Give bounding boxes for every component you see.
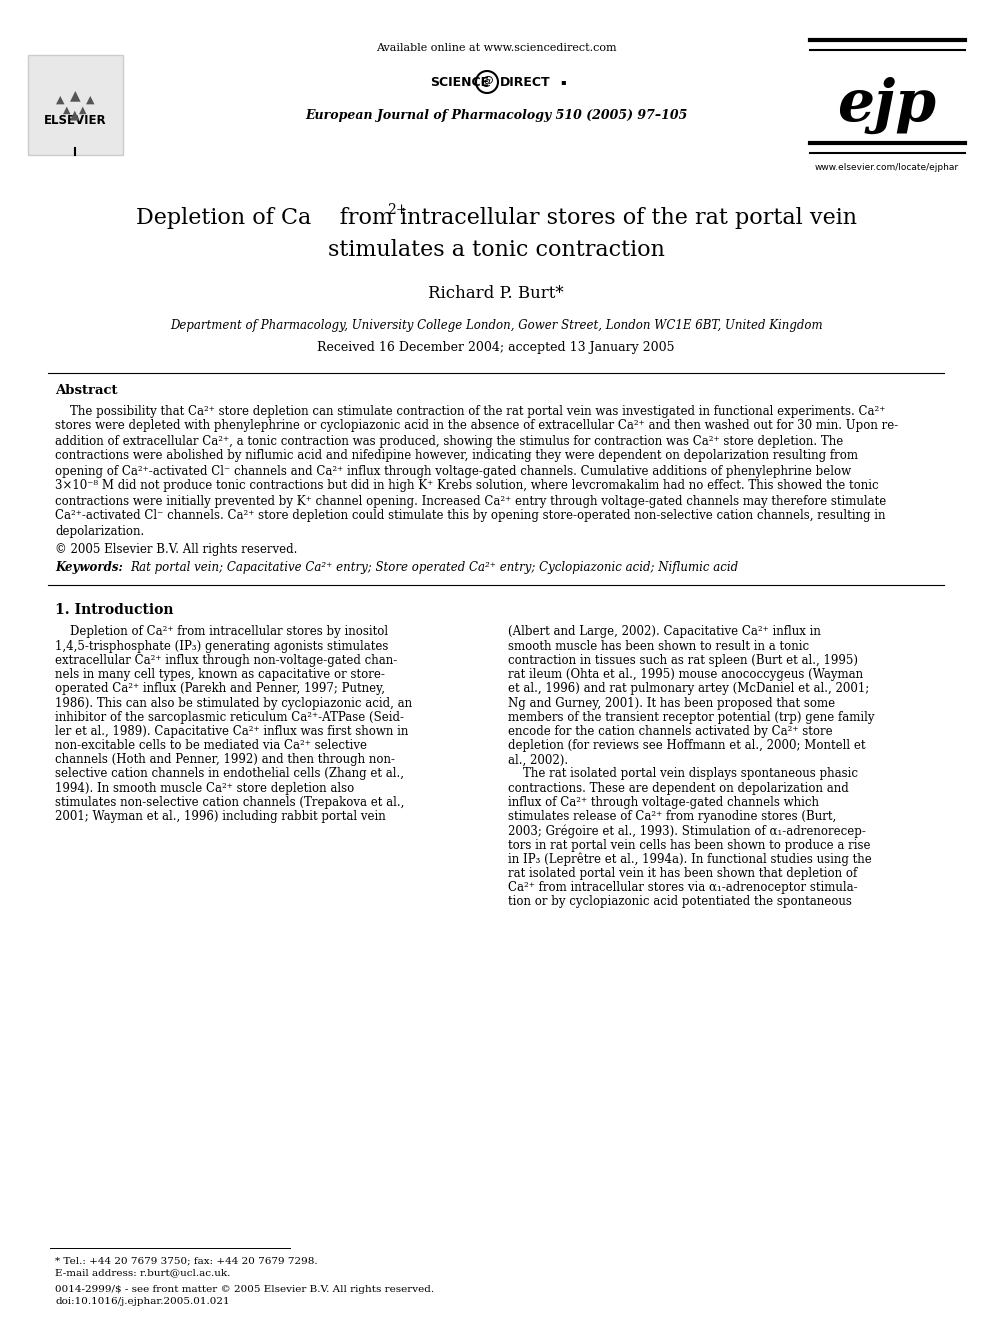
Text: smooth muscle has been shown to result in a tonic: smooth muscle has been shown to result i… — [508, 640, 809, 652]
Text: 2003; Grégoire et al., 1993). Stimulation of α₁-adrenorecep-: 2003; Grégoire et al., 1993). Stimulatio… — [508, 824, 866, 837]
Text: Received 16 December 2004; accepted 13 January 2005: Received 16 December 2004; accepted 13 J… — [317, 341, 675, 355]
Text: 1986). This can also be stimulated by cyclopiazonic acid, an: 1986). This can also be stimulated by cy… — [55, 696, 412, 709]
Text: Depletion of Ca    from intracellular stores of the rat portal vein: Depletion of Ca from intracellular store… — [136, 206, 856, 229]
Text: Ca²⁺ from intracellular stores via α₁-adrenoceptor stimula-: Ca²⁺ from intracellular stores via α₁-ad… — [508, 881, 858, 894]
Text: Available online at www.sciencedirect.com: Available online at www.sciencedirect.co… — [376, 44, 616, 53]
Text: ELSEVIER: ELSEVIER — [44, 114, 106, 127]
Text: al., 2002).: al., 2002). — [508, 753, 568, 766]
Text: Abstract: Abstract — [55, 385, 117, 397]
Text: 2001; Wayman et al., 1996) including rabbit portal vein: 2001; Wayman et al., 1996) including rab… — [55, 810, 386, 823]
Text: ▲: ▲ — [70, 108, 79, 122]
Text: inhibitor of the sarcoplasmic reticulum Ca²⁺-ATPase (Seid-: inhibitor of the sarcoplasmic reticulum … — [55, 710, 404, 724]
Text: rat ileum (Ohta et al., 1995) mouse anococcygeus (Wayman: rat ileum (Ohta et al., 1995) mouse anoc… — [508, 668, 863, 681]
Text: Rat portal vein; Capacitative Ca²⁺ entry; Store operated Ca²⁺ entry; Cyclopiazon: Rat portal vein; Capacitative Ca²⁺ entry… — [130, 561, 738, 573]
Text: ▲: ▲ — [85, 95, 94, 105]
Text: 1. Introduction: 1. Introduction — [55, 603, 174, 617]
Text: contraction in tissues such as rat spleen (Burt et al., 1995): contraction in tissues such as rat splee… — [508, 654, 858, 667]
Text: 1,4,5-trisphosphate (IP₃) generating agonists stimulates: 1,4,5-trisphosphate (IP₃) generating ago… — [55, 640, 389, 652]
Text: rat isolated portal vein it has been shown that depletion of: rat isolated portal vein it has been sho… — [508, 867, 857, 880]
Text: Ng and Gurney, 2001). It has been proposed that some: Ng and Gurney, 2001). It has been propos… — [508, 696, 835, 709]
Text: depletion (for reviews see Hoffmann et al., 2000; Montell et: depletion (for reviews see Hoffmann et a… — [508, 740, 865, 751]
Text: opening of Ca²⁺-activated Cl⁻ channels and Ca²⁺ influx through voltage-gated cha: opening of Ca²⁺-activated Cl⁻ channels a… — [55, 464, 851, 478]
Text: 1994). In smooth muscle Ca²⁺ store depletion also: 1994). In smooth muscle Ca²⁺ store deple… — [55, 782, 354, 795]
Text: stimulates a tonic contraction: stimulates a tonic contraction — [327, 239, 665, 261]
Text: influx of Ca²⁺ through voltage-gated channels which: influx of Ca²⁺ through voltage-gated cha… — [508, 796, 819, 808]
Text: @: @ — [481, 75, 493, 89]
Bar — [28, 56, 123, 155]
Text: European Journal of Pharmacology 510 (2005) 97–105: European Journal of Pharmacology 510 (20… — [305, 108, 687, 122]
Text: contractions. These are dependent on depolarization and: contractions. These are dependent on dep… — [508, 782, 849, 795]
Text: Depletion of Ca²⁺ from intracellular stores by inositol: Depletion of Ca²⁺ from intracellular sto… — [55, 626, 388, 639]
Text: contractions were initially prevented by K⁺ channel opening. Increased Ca²⁺ entr: contractions were initially prevented by… — [55, 495, 886, 508]
Text: et al., 1996) and rat pulmonary artey (McDaniel et al., 2001;: et al., 1996) and rat pulmonary artey (M… — [508, 683, 869, 696]
Text: ▲: ▲ — [79, 105, 86, 115]
Text: 2+: 2+ — [387, 202, 408, 217]
Text: tion or by cyclopiazonic acid potentiated the spontaneous: tion or by cyclopiazonic acid potentiate… — [508, 896, 852, 909]
Text: ejp: ejp — [837, 77, 936, 134]
Text: doi:10.1016/j.ejphar.2005.01.021: doi:10.1016/j.ejphar.2005.01.021 — [55, 1298, 229, 1307]
Text: www.elsevier.com/locate/ejphar: www.elsevier.com/locate/ejphar — [815, 163, 959, 172]
Text: stores were depleted with phenylephrine or cyclopiazonic acid in the absence of : stores were depleted with phenylephrine … — [55, 419, 898, 433]
Text: non-excitable cells to be mediated via Ca²⁺ selective: non-excitable cells to be mediated via C… — [55, 740, 367, 751]
Text: The possibility that Ca²⁺ store depletion can stimulate contraction of the rat p: The possibility that Ca²⁺ store depletio… — [55, 405, 886, 418]
Text: ler et al., 1989). Capacitative Ca²⁺ influx was first shown in: ler et al., 1989). Capacitative Ca²⁺ inf… — [55, 725, 409, 738]
Text: Department of Pharmacology, University College London, Gower Street, London WC1E: Department of Pharmacology, University C… — [170, 319, 822, 332]
Text: stimulates release of Ca²⁺ from ryanodine stores (Burt,: stimulates release of Ca²⁺ from ryanodin… — [508, 810, 836, 823]
Text: depolarization.: depolarization. — [55, 524, 144, 537]
Text: (Albert and Large, 2002). Capacitative Ca²⁺ influx in: (Albert and Large, 2002). Capacitative C… — [508, 626, 820, 639]
Text: encode for the cation channels activated by Ca²⁺ store: encode for the cation channels activated… — [508, 725, 832, 738]
Text: addition of extracellular Ca²⁺, a tonic contraction was produced, showing the st: addition of extracellular Ca²⁺, a tonic … — [55, 434, 843, 447]
Text: contractions were abolished by niflumic acid and nifedipine however, indicating : contractions were abolished by niflumic … — [55, 450, 858, 463]
Text: in IP₃ (Leprêtre et al., 1994a). In functional studies using the: in IP₃ (Leprêtre et al., 1994a). In func… — [508, 852, 872, 867]
Text: members of the transient receptor potential (trp) gene family: members of the transient receptor potent… — [508, 710, 875, 724]
Text: 0014-2999/$ - see front matter © 2005 Elsevier B.V. All rights reserved.: 0014-2999/$ - see front matter © 2005 El… — [55, 1286, 434, 1294]
Text: stimulates non-selective cation channels (Trepakova et al.,: stimulates non-selective cation channels… — [55, 796, 405, 808]
Text: tors in rat portal vein cells has been shown to produce a rise: tors in rat portal vein cells has been s… — [508, 839, 871, 852]
Text: operated Ca²⁺ influx (Parekh and Penner, 1997; Putney,: operated Ca²⁺ influx (Parekh and Penner,… — [55, 683, 385, 696]
Text: Keywords:: Keywords: — [55, 561, 127, 573]
Text: 3×10⁻⁸ M did not produce tonic contractions but did in high K⁺ Krebs solution, w: 3×10⁻⁸ M did not produce tonic contracti… — [55, 479, 879, 492]
Text: ▲: ▲ — [69, 89, 80, 102]
Text: ▲: ▲ — [56, 95, 64, 105]
Text: © 2005 Elsevier B.V. All rights reserved.: © 2005 Elsevier B.V. All rights reserved… — [55, 542, 298, 556]
Text: E-mail address: r.burt@ucl.ac.uk.: E-mail address: r.burt@ucl.ac.uk. — [55, 1269, 230, 1278]
Text: extracellular Ca²⁺ influx through non-voltage-gated chan-: extracellular Ca²⁺ influx through non-vo… — [55, 654, 397, 667]
Text: Ca²⁺-activated Cl⁻ channels. Ca²⁺ store depletion could stimulate this by openin: Ca²⁺-activated Cl⁻ channels. Ca²⁺ store … — [55, 509, 886, 523]
Text: SCIENCE: SCIENCE — [430, 75, 489, 89]
Text: ▪: ▪ — [560, 78, 565, 86]
Text: nels in many cell types, known as capacitative or store-: nels in many cell types, known as capaci… — [55, 668, 385, 681]
Text: channels (Hoth and Penner, 1992) and then through non-: channels (Hoth and Penner, 1992) and the… — [55, 753, 395, 766]
Text: selective cation channels in endothelial cells (Zhang et al.,: selective cation channels in endothelial… — [55, 767, 404, 781]
Text: * Tel.: +44 20 7679 3750; fax: +44 20 7679 7298.: * Tel.: +44 20 7679 3750; fax: +44 20 76… — [55, 1257, 317, 1266]
Text: ▲: ▲ — [63, 105, 70, 115]
Text: The rat isolated portal vein displays spontaneous phasic: The rat isolated portal vein displays sp… — [508, 767, 858, 781]
Text: Richard P. Burt*: Richard P. Burt* — [429, 284, 563, 302]
Text: DIRECT: DIRECT — [500, 75, 551, 89]
